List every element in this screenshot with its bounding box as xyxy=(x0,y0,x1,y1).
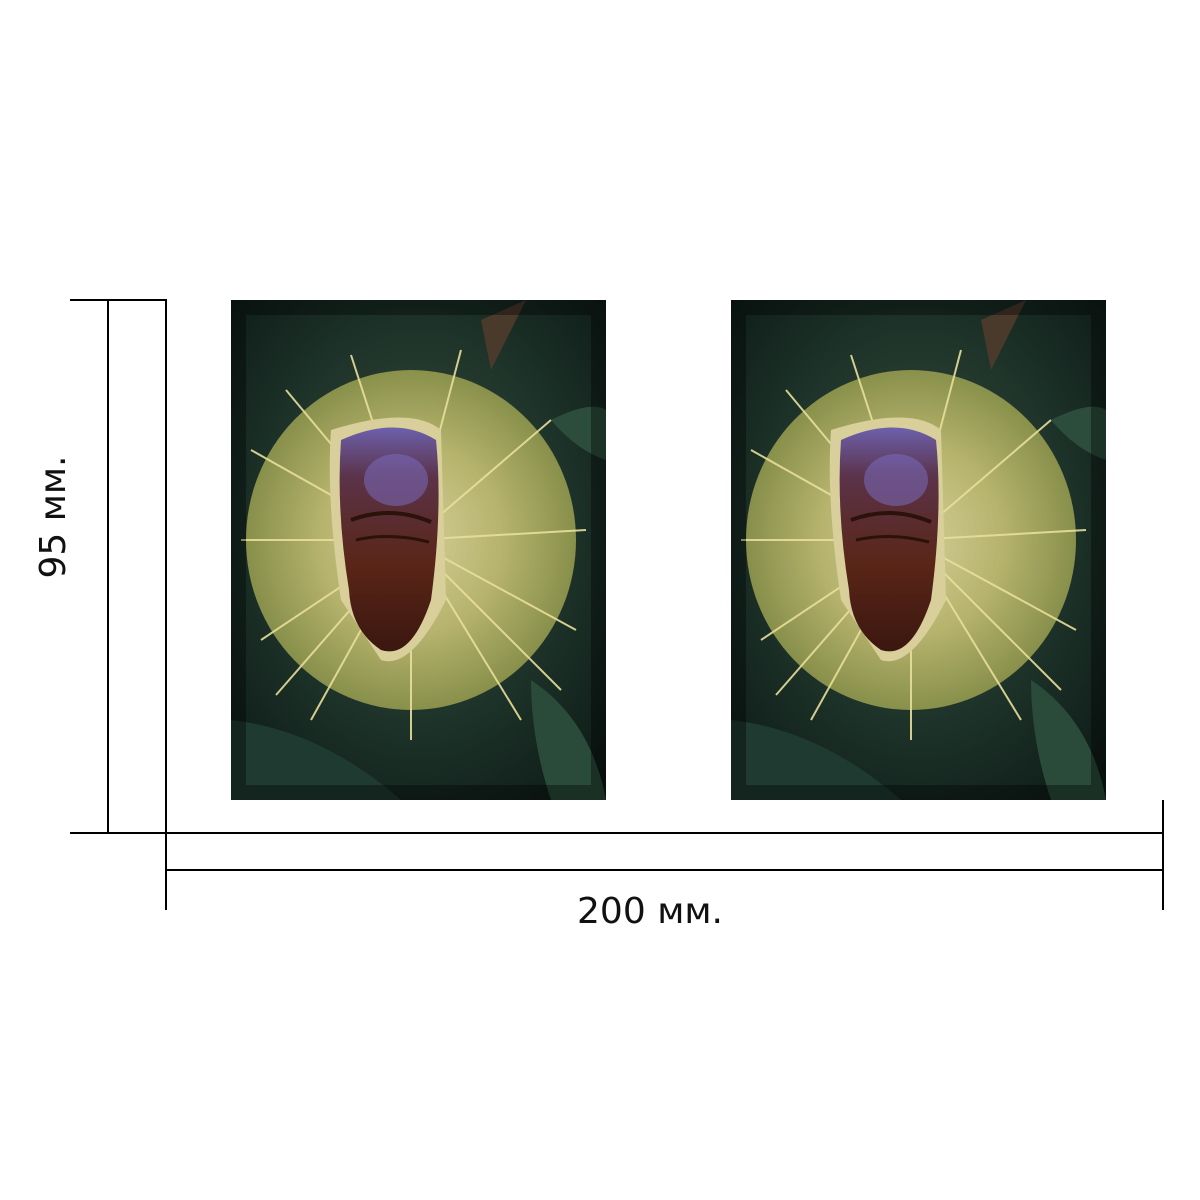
chestnut-photo-right xyxy=(731,300,1106,800)
chestnut-photo-left xyxy=(231,300,606,800)
width-label: 200 мм. xyxy=(577,891,723,932)
chestnut-burr-image xyxy=(731,300,1106,800)
height-label: 95 мм. xyxy=(33,455,74,579)
chestnut-burr-image xyxy=(231,300,606,800)
